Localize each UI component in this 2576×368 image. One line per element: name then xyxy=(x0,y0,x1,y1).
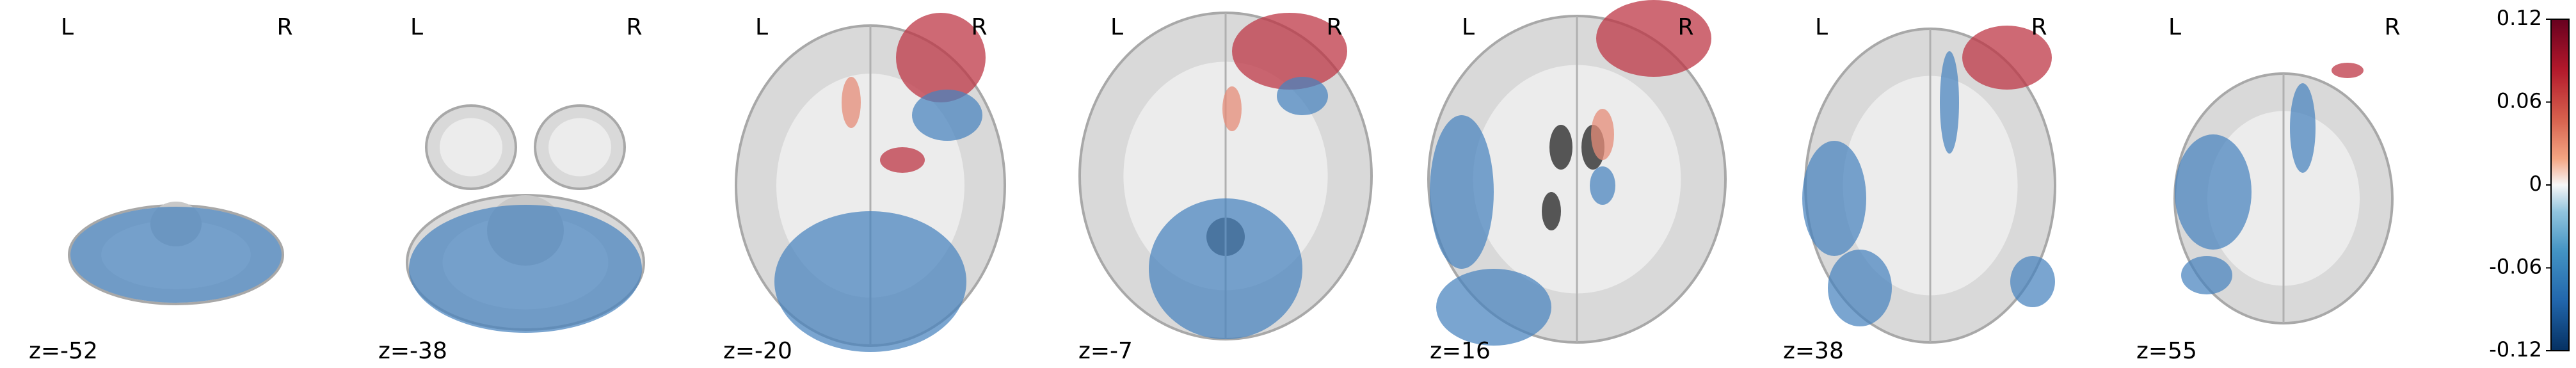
colorbar-tick-label: 0.12 xyxy=(2497,6,2542,30)
activation-blob xyxy=(1940,51,1959,154)
ventricle xyxy=(1542,192,1561,230)
slice-label: z=-38 xyxy=(378,338,447,364)
activation-blob xyxy=(1802,141,1866,256)
slice-label: z=-20 xyxy=(723,338,792,364)
activation-blob xyxy=(2010,256,2055,307)
activation-blob xyxy=(896,13,986,102)
colorbar-tick-label: 0.06 xyxy=(2497,89,2542,113)
activation-blob xyxy=(1222,86,1242,131)
activation-blob xyxy=(2332,63,2364,78)
colorbar xyxy=(2550,19,2570,351)
left-label: L xyxy=(2168,14,2181,40)
activation-blob xyxy=(1590,166,1615,205)
right-label: R xyxy=(971,14,987,40)
slice-label: z=16 xyxy=(1430,338,1491,364)
activation-blob xyxy=(1149,198,1302,339)
right-label: R xyxy=(2031,14,2047,40)
right-label: R xyxy=(626,14,642,40)
activation-blob xyxy=(1962,26,2052,90)
right-label: R xyxy=(276,14,292,40)
activation-blob xyxy=(409,205,642,333)
activation-blob xyxy=(70,207,282,303)
colorbar-tick-label: -0.12 xyxy=(2489,337,2542,362)
slice-label: z=-52 xyxy=(29,338,98,364)
slice-label: z=38 xyxy=(1783,338,1844,364)
activation-blob xyxy=(1277,77,1328,115)
left-label: L xyxy=(61,14,74,40)
ventricle xyxy=(1549,125,1572,170)
activation-blob xyxy=(912,90,982,141)
activation-blob xyxy=(880,147,925,173)
slice-label: z=55 xyxy=(2136,338,2197,364)
white-matter xyxy=(440,118,502,177)
right-label: R xyxy=(1677,14,1693,40)
colorbar-tick-label: -0.06 xyxy=(2489,255,2542,279)
activation-blob xyxy=(1232,13,1347,90)
activation-blob xyxy=(2290,83,2316,173)
activation-blob xyxy=(1436,269,1551,346)
left-label: L xyxy=(755,14,768,40)
colorbar-tick-label: 0 xyxy=(2529,172,2542,196)
activation-blob xyxy=(774,211,966,352)
left-label: L xyxy=(1462,14,1475,40)
activation-blob xyxy=(842,77,861,128)
white-matter xyxy=(548,118,611,177)
activation-blob xyxy=(2175,134,2252,250)
right-label: R xyxy=(2384,14,2400,40)
activation-blob xyxy=(1596,0,1711,77)
slice-label: z=-7 xyxy=(1078,338,1133,364)
activation-blob xyxy=(2181,256,2232,294)
left-label: L xyxy=(410,14,423,40)
left-label: L xyxy=(1815,14,1828,40)
activation-blob xyxy=(1430,115,1494,269)
activation-blob xyxy=(1591,109,1614,160)
right-label: R xyxy=(1326,14,1342,40)
left-label: L xyxy=(1110,14,1123,40)
activation-blob xyxy=(1828,250,1892,326)
